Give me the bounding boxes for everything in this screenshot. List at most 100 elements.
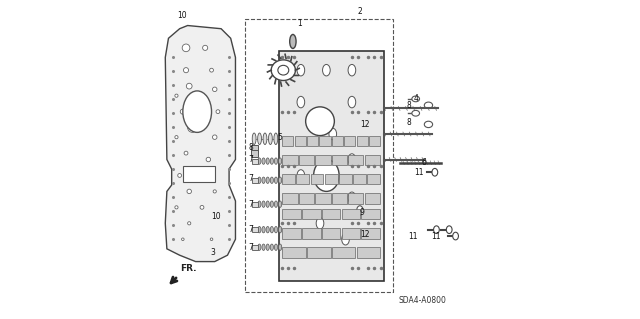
Ellipse shape — [270, 226, 273, 233]
Ellipse shape — [258, 201, 261, 207]
Bar — [294, 136, 306, 146]
Ellipse shape — [278, 158, 282, 164]
Ellipse shape — [203, 173, 208, 178]
Bar — [316, 193, 330, 204]
Ellipse shape — [212, 87, 217, 92]
Ellipse shape — [184, 68, 189, 73]
Bar — [348, 155, 364, 165]
Ellipse shape — [278, 177, 282, 183]
Bar — [365, 155, 380, 165]
Text: 8: 8 — [248, 143, 253, 152]
Bar — [252, 202, 258, 207]
Ellipse shape — [412, 110, 420, 116]
Ellipse shape — [187, 189, 191, 194]
Ellipse shape — [200, 100, 204, 104]
Ellipse shape — [348, 96, 356, 108]
Ellipse shape — [258, 177, 261, 183]
Text: 4: 4 — [413, 94, 418, 103]
Ellipse shape — [186, 83, 192, 89]
Bar — [356, 136, 367, 146]
Ellipse shape — [270, 244, 273, 250]
Ellipse shape — [275, 226, 278, 233]
Bar — [252, 178, 258, 183]
Ellipse shape — [182, 238, 184, 241]
Ellipse shape — [258, 133, 262, 145]
Bar — [282, 174, 295, 184]
Bar — [282, 209, 301, 219]
Text: 7: 7 — [248, 225, 253, 234]
Text: 12: 12 — [360, 120, 369, 129]
Ellipse shape — [252, 133, 256, 145]
Bar — [252, 245, 258, 250]
Bar — [282, 228, 301, 239]
Ellipse shape — [175, 136, 178, 139]
Text: 7: 7 — [248, 174, 253, 183]
Bar — [282, 193, 298, 204]
Ellipse shape — [316, 218, 324, 229]
Bar — [282, 136, 294, 146]
Ellipse shape — [266, 177, 269, 183]
Ellipse shape — [271, 60, 296, 80]
Bar — [332, 193, 347, 204]
Ellipse shape — [258, 244, 261, 250]
Ellipse shape — [270, 177, 273, 183]
Ellipse shape — [262, 244, 265, 250]
Ellipse shape — [278, 65, 289, 75]
Ellipse shape — [183, 91, 212, 132]
Ellipse shape — [263, 133, 267, 145]
Ellipse shape — [212, 135, 217, 139]
Bar — [332, 247, 355, 258]
Bar — [362, 209, 380, 219]
Ellipse shape — [424, 121, 433, 128]
Ellipse shape — [348, 64, 356, 76]
Bar — [342, 228, 360, 239]
Bar — [322, 209, 340, 219]
Bar — [299, 193, 314, 204]
Bar — [307, 247, 330, 258]
Bar — [278, 51, 384, 281]
Ellipse shape — [175, 206, 178, 209]
Ellipse shape — [262, 226, 265, 233]
Bar — [183, 166, 215, 182]
Ellipse shape — [258, 226, 261, 233]
Text: 5: 5 — [278, 133, 283, 142]
Bar — [322, 228, 340, 239]
Ellipse shape — [203, 45, 208, 50]
Bar — [353, 174, 366, 184]
Ellipse shape — [266, 201, 269, 207]
Ellipse shape — [182, 44, 190, 52]
Ellipse shape — [348, 154, 356, 165]
Bar — [316, 155, 330, 165]
Ellipse shape — [274, 133, 278, 145]
Polygon shape — [165, 26, 236, 262]
Bar — [344, 136, 355, 146]
Ellipse shape — [210, 68, 214, 72]
Ellipse shape — [314, 160, 339, 191]
Ellipse shape — [178, 174, 182, 177]
Bar — [299, 155, 314, 165]
Bar — [365, 193, 380, 204]
Text: 1: 1 — [297, 19, 301, 28]
Bar — [307, 136, 318, 146]
Ellipse shape — [258, 158, 261, 164]
Ellipse shape — [211, 238, 213, 241]
Ellipse shape — [200, 205, 204, 209]
Text: SDA4-A0800: SDA4-A0800 — [398, 296, 446, 305]
Ellipse shape — [266, 226, 269, 233]
Bar — [356, 247, 380, 258]
Ellipse shape — [270, 158, 273, 164]
Text: 9: 9 — [359, 208, 364, 217]
Bar — [339, 174, 352, 184]
Bar — [252, 150, 259, 157]
Ellipse shape — [266, 158, 269, 164]
Text: 8: 8 — [406, 101, 411, 110]
Bar — [252, 145, 259, 152]
Bar — [245, 19, 394, 292]
Ellipse shape — [432, 168, 438, 176]
Ellipse shape — [433, 226, 439, 234]
Text: 7: 7 — [248, 243, 253, 252]
Ellipse shape — [180, 109, 186, 114]
Text: 10: 10 — [177, 11, 187, 20]
Ellipse shape — [262, 201, 265, 207]
Text: 7: 7 — [248, 155, 253, 164]
